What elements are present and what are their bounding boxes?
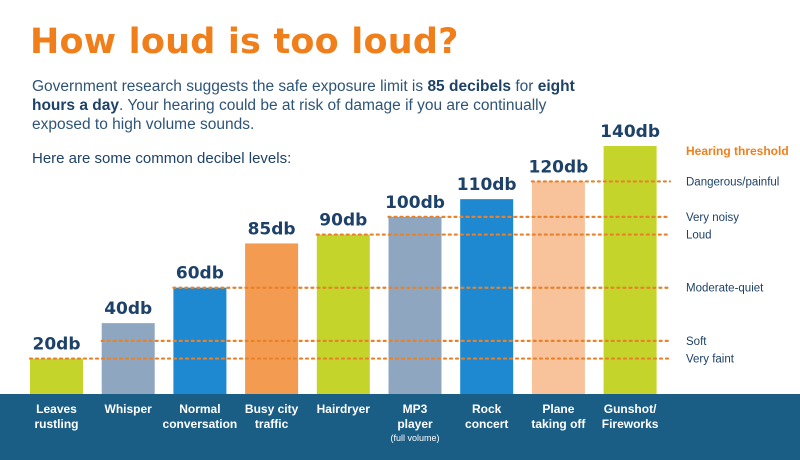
- bar-value-label: 90db: [319, 211, 367, 231]
- bar-value-label: 140db: [600, 122, 660, 142]
- category-label: traffic: [255, 417, 289, 431]
- category-label: rustling: [35, 417, 79, 431]
- bar-value-label: 60db: [176, 264, 224, 284]
- intro-text-3: . Your hearing could be at risk of damag…: [32, 97, 547, 133]
- intro-text-2: for: [511, 78, 538, 95]
- category-note: (full volume): [390, 433, 439, 443]
- bar: [388, 216, 442, 394]
- category-label: player: [397, 417, 433, 431]
- category-label: MP3: [403, 402, 428, 416]
- category-label: Hairdryer: [317, 402, 371, 416]
- chart-subhead: Here are some common decibel levels:: [32, 150, 292, 167]
- intro-bold-limit: 85 decibels: [427, 78, 512, 95]
- category-label: Busy city: [245, 402, 299, 416]
- bar-value-label: 120db: [528, 157, 588, 177]
- category-footer-band: [0, 394, 800, 460]
- category-label: conversation: [163, 417, 238, 431]
- bar: [245, 243, 299, 394]
- threshold-label: Very noisy: [686, 212, 739, 224]
- threshold-label: Dangerous/painful: [686, 176, 779, 188]
- intro-bold-duration: eight hours a day: [32, 78, 575, 114]
- bar-value-label: 40db: [104, 299, 152, 319]
- bar: [30, 358, 83, 394]
- bar: [316, 234, 370, 394]
- category-label: concert: [465, 417, 508, 431]
- bar: [603, 146, 657, 394]
- bar-value-label: 110db: [457, 175, 517, 195]
- bar-value-label: 100db: [385, 193, 445, 213]
- threshold-label: Moderate-quiet: [686, 283, 764, 295]
- threshold-label: Soft: [686, 336, 707, 348]
- intro-paragraph: Government research suggests the safe ex…: [32, 77, 592, 134]
- category-label: taking off: [531, 417, 586, 431]
- category-label: Normal: [179, 402, 220, 416]
- category-label: Plane: [542, 402, 574, 416]
- page-title: How loud is too loud?: [30, 22, 459, 62]
- threshold-legend-title: Hearing threshold: [686, 144, 789, 158]
- intro-text-1: Government research suggests the safe ex…: [32, 78, 428, 95]
- category-label: Leaves: [36, 402, 77, 416]
- category-label: Rock: [472, 402, 502, 416]
- bar-value-label: 20db: [33, 335, 81, 355]
- threshold-label: Loud: [686, 230, 712, 242]
- category-label: Whisper: [105, 402, 153, 416]
- bar: [460, 199, 514, 394]
- threshold-label: Very faint: [686, 354, 735, 366]
- category-label: Gunshot/: [604, 402, 657, 416]
- category-label: Fireworks: [602, 417, 659, 431]
- bar-value-label: 85db: [248, 219, 296, 239]
